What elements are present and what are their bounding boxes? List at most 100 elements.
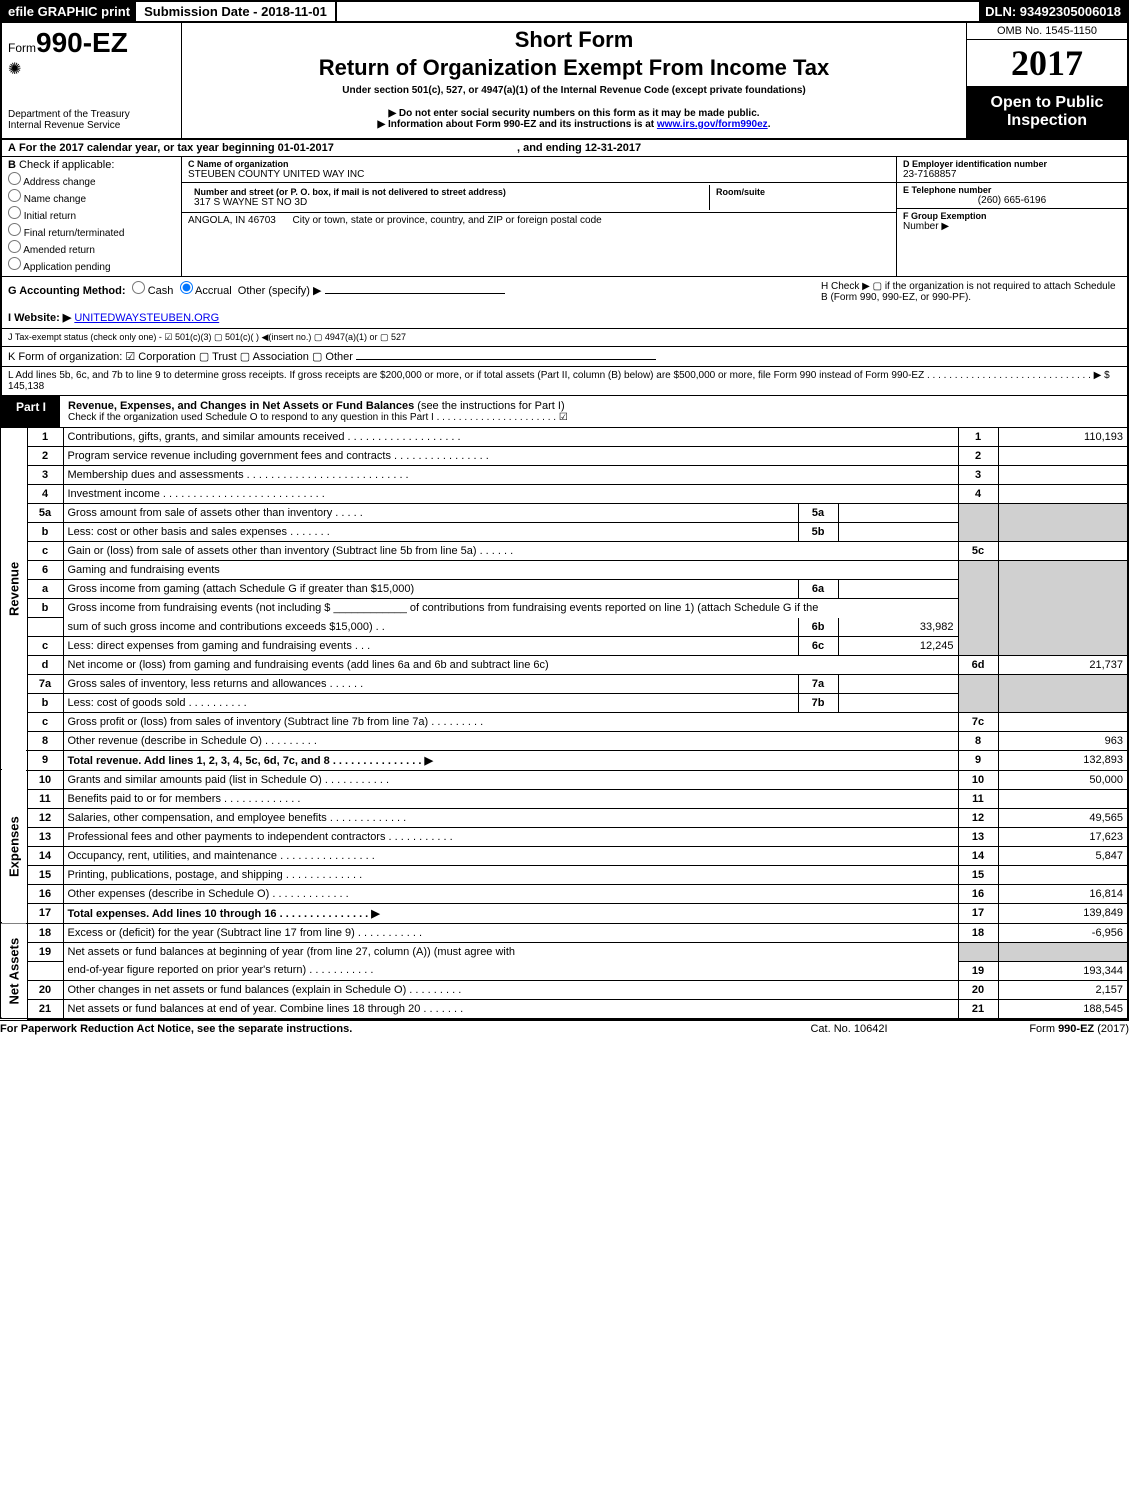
l14-rval: 5,847 — [998, 846, 1128, 865]
return-title: Return of Organization Exempt From Incom… — [188, 55, 960, 81]
l12-desc: Salaries, other compensation, and employ… — [63, 808, 958, 827]
l3-desc: Membership dues and assessments . . . . … — [63, 466, 958, 485]
row-h: H Check ▶ ▢ if the organization is not r… — [821, 281, 1121, 324]
dept-irs: Internal Revenue Service — [8, 120, 175, 131]
l8-rval: 963 — [998, 731, 1128, 750]
info-line: ▶ Information about Form 990-EZ and its … — [188, 119, 960, 130]
section-netassets: Net Assets — [1, 923, 27, 1019]
l18-num: 18 — [27, 923, 63, 942]
line-20: 20 Other changes in net assets or fund b… — [1, 980, 1128, 999]
line-4: 4 Investment income . . . . . . . . . . … — [1, 485, 1128, 504]
top-bar: efile GRAPHIC print Submission Date - 20… — [0, 0, 1129, 23]
org-name-block: C Name of organization STEUBEN COUNTY UN… — [182, 157, 896, 183]
l19b-desc: end-of-year figure reported on prior yea… — [63, 961, 958, 980]
opt-final-return[interactable]: Final return/terminated — [8, 223, 175, 239]
l3-rval — [998, 466, 1128, 485]
website-link[interactable]: UNITEDWAYSTEUBEN.ORG — [74, 312, 219, 324]
group-exemption-hdr: F Group Exemption — [903, 211, 1121, 221]
lines-table: Revenue 1 Contributions, gifts, grants, … — [0, 428, 1129, 1020]
row-a-end: 12-31-2017 — [585, 142, 641, 154]
l5b-bn: 5b — [798, 523, 838, 542]
l9-desc: Total revenue. Add lines 1, 2, 3, 4, 5c,… — [63, 750, 958, 770]
l6a-bn: 6a — [798, 580, 838, 599]
header-right: OMB No. 1545-1150 2017 Open to Public In… — [967, 23, 1127, 138]
open-line2: Inspection — [971, 112, 1123, 130]
line-7a: 7a Gross sales of inventory, less return… — [1, 674, 1128, 693]
row-a-begin: 01-01-2017 — [278, 142, 334, 154]
l6c-desc: Less: direct expenses from gaming and fu… — [63, 636, 798, 655]
l19b-num — [27, 961, 63, 980]
radio-address-change[interactable] — [8, 172, 21, 185]
l10-num: 10 — [27, 770, 63, 789]
l17-num: 17 — [27, 903, 63, 923]
phone-block: E Telephone number (260) 665-6196 — [897, 183, 1127, 209]
opt-initial-return[interactable]: Initial return — [8, 206, 175, 222]
l10-desc: Grants and similar amounts paid (list in… — [63, 770, 958, 789]
radio-initial-return[interactable] — [8, 206, 21, 219]
l2-desc: Program service revenue including govern… — [63, 447, 958, 466]
row-k-text: K Form of organization: ☑ Corporation ▢ … — [8, 351, 353, 363]
l7-grey — [958, 674, 998, 712]
l7c-rval — [998, 712, 1128, 731]
l19-num: 19 — [27, 942, 63, 961]
open-line1: Open to Public — [971, 94, 1123, 112]
dept-treasury: Department of the Treasury — [8, 109, 175, 120]
l6-desc: Gaming and fundraising events — [63, 561, 958, 580]
radio-name-change[interactable] — [8, 189, 21, 202]
dln: DLN: 93492305006018 — [979, 2, 1127, 21]
phone-hdr: E Telephone number — [903, 185, 1121, 195]
radio-final-return[interactable] — [8, 223, 21, 236]
info-link[interactable]: www.irs.gov/form990ez — [657, 119, 768, 130]
opt-application-pending[interactable]: Application pending — [8, 257, 175, 273]
line-5c: c Gain or (loss) from sale of assets oth… — [1, 542, 1128, 561]
radio-application-pending[interactable] — [8, 257, 21, 270]
l20-desc: Other changes in net assets or fund bala… — [63, 980, 958, 999]
l9-rval: 132,893 — [998, 750, 1128, 770]
l6-grey-val — [998, 561, 1128, 656]
l7a-bv — [838, 674, 958, 693]
org-name: STEUBEN COUNTY UNITED WAY INC — [188, 169, 890, 180]
l2-rval — [998, 447, 1128, 466]
l7b-bn: 7b — [798, 693, 838, 712]
line-6d: d Net income or (loss) from gaming and f… — [1, 655, 1128, 674]
l6-grey — [958, 561, 998, 656]
opt-amended-return[interactable]: Amended return — [8, 240, 175, 256]
l16-rval: 16,814 — [998, 884, 1128, 903]
radio-cash[interactable] — [132, 281, 145, 294]
l6b2-bn: 6b — [798, 618, 838, 637]
line-1: Revenue 1 Contributions, gifts, grants, … — [1, 428, 1128, 447]
other-specify-line[interactable] — [325, 293, 505, 294]
l15-desc: Printing, publications, postage, and shi… — [63, 865, 958, 884]
l9-rnum: 9 — [958, 750, 998, 770]
footer-right-bold: 990-EZ — [1058, 1023, 1094, 1035]
info-pre: ▶ Information about Form 990-EZ and its … — [378, 119, 657, 130]
col-def: D Employer identification number 23-7168… — [897, 157, 1127, 276]
l1-rval: 110,193 — [998, 428, 1128, 447]
label-i: I Website: ▶ — [8, 312, 71, 324]
opt-name-change[interactable]: Name change — [8, 189, 175, 205]
l12-rval: 49,565 — [998, 808, 1128, 827]
l13-desc: Professional fees and other payments to … — [63, 827, 958, 846]
l18-desc: Excess or (deficit) for the year (Subtra… — [63, 923, 958, 942]
l21-num: 21 — [27, 999, 63, 1019]
radio-accrual[interactable] — [180, 281, 193, 294]
l9-num: 9 — [27, 750, 63, 770]
l16-desc: Other expenses (describe in Schedule O) … — [63, 884, 958, 903]
footer-right-pre: Form — [1029, 1023, 1058, 1035]
l4-rnum: 4 — [958, 485, 998, 504]
l5c-rnum: 5c — [958, 542, 998, 561]
l7a-bn: 7a — [798, 674, 838, 693]
l5b-num: b — [27, 523, 63, 542]
l19b-rval: 193,344 — [998, 961, 1128, 980]
l6d-num: d — [27, 655, 63, 674]
col-b: B Check if applicable: Address change Na… — [2, 157, 182, 276]
radio-amended-return[interactable] — [8, 240, 21, 253]
label-g: G Accounting Method: — [8, 285, 126, 297]
l1-desc: Contributions, gifts, grants, and simila… — [63, 428, 958, 447]
l13-rnum: 13 — [958, 827, 998, 846]
group-exemption-block: F Group Exemption Number ▶ — [897, 209, 1127, 234]
l6a-num: a — [27, 580, 63, 599]
opt-address-change[interactable]: Address change — [8, 172, 175, 188]
row-a-mid: , and ending — [517, 142, 585, 154]
label-a: A — [8, 142, 16, 154]
